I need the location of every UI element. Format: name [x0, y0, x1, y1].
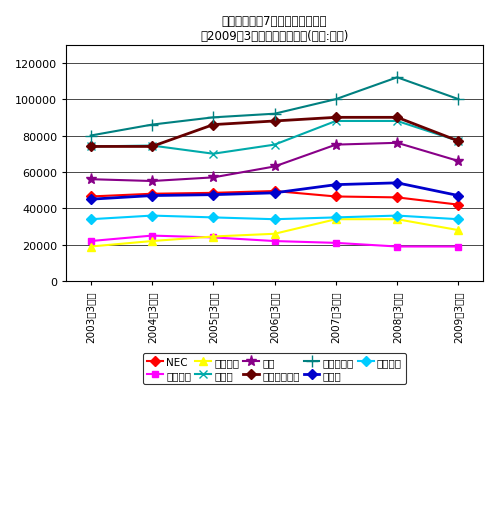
パナソニック [456, 138, 462, 145]
ソニー [456, 138, 462, 145]
三洋電機 [149, 233, 155, 239]
日立製作所 [210, 115, 216, 121]
Line: 三洋電機: 三洋電機 [87, 233, 462, 250]
シャープ [456, 228, 462, 234]
三菱電機 [149, 213, 155, 219]
Line: NEC: NEC [87, 188, 462, 209]
富士通 [210, 192, 216, 199]
三洋電機 [271, 239, 277, 245]
シャープ [88, 244, 94, 250]
三菱電機 [271, 217, 277, 223]
NEC [394, 195, 400, 201]
NEC [88, 194, 94, 200]
東芝 [333, 143, 339, 149]
三洋電機 [456, 244, 462, 250]
Line: シャープ: シャープ [87, 216, 463, 251]
Line: 三菱電機: 三菱電機 [87, 213, 462, 223]
Title: 電機大手直近7年間の売上高推移
（2009年3月期は直近予想）(単位:億円): 電機大手直近7年間の売上高推移 （2009年3月期は直近予想）(単位:億円) [200, 15, 349, 43]
富士通 [271, 190, 277, 196]
三洋電機 [88, 239, 94, 245]
シャープ [210, 234, 216, 240]
富士通 [394, 180, 400, 186]
ソニー [149, 143, 155, 149]
NEC [210, 190, 216, 196]
東芝 [210, 175, 216, 181]
パナソニック [88, 144, 94, 150]
東芝 [88, 177, 94, 183]
三洋電機 [394, 244, 400, 250]
三菱電機 [456, 217, 462, 223]
日立製作所 [394, 75, 400, 81]
Line: 東芝: 東芝 [85, 138, 464, 187]
パナソニック [271, 119, 277, 125]
東芝 [149, 179, 155, 185]
ソニー [210, 151, 216, 157]
三菱電機 [210, 215, 216, 221]
パナソニック [394, 115, 400, 121]
Line: 富士通: 富士通 [87, 180, 462, 203]
ソニー [394, 119, 400, 125]
日立製作所 [271, 111, 277, 118]
ソニー [88, 144, 94, 150]
シャープ [271, 231, 277, 237]
富士通 [88, 197, 94, 203]
NEC [271, 189, 277, 195]
三菱電機 [88, 217, 94, 223]
シャープ [333, 217, 339, 223]
日立製作所 [333, 97, 339, 103]
日立製作所 [88, 133, 94, 139]
東芝 [456, 159, 462, 165]
ソニー [271, 143, 277, 149]
ソニー [333, 119, 339, 125]
東芝 [271, 164, 277, 170]
東芝 [394, 140, 400, 147]
NEC [149, 191, 155, 197]
NEC [456, 202, 462, 208]
三菱電機 [394, 213, 400, 219]
Line: 日立製作所: 日立製作所 [85, 73, 464, 142]
パナソニック [149, 144, 155, 150]
シャープ [394, 217, 400, 223]
パナソニック [210, 122, 216, 128]
富士通 [333, 182, 339, 188]
日立製作所 [456, 97, 462, 103]
富士通 [456, 193, 462, 199]
三菱電機 [333, 215, 339, 221]
日立製作所 [149, 122, 155, 128]
パナソニック [333, 115, 339, 121]
富士通 [149, 193, 155, 199]
Line: ソニー: ソニー [87, 118, 463, 159]
シャープ [149, 239, 155, 245]
三洋電機 [210, 235, 216, 241]
三洋電機 [333, 240, 339, 246]
Line: パナソニック: パナソニック [87, 115, 462, 151]
Legend: NEC, 三洋電機, シャープ, ソニー, 東芝, パナソニック, 日立製作所, 富士通, 三菱電機: NEC, 三洋電機, シャープ, ソニー, 東芝, パナソニック, 日立製作所,… [143, 353, 406, 384]
NEC [333, 194, 339, 200]
